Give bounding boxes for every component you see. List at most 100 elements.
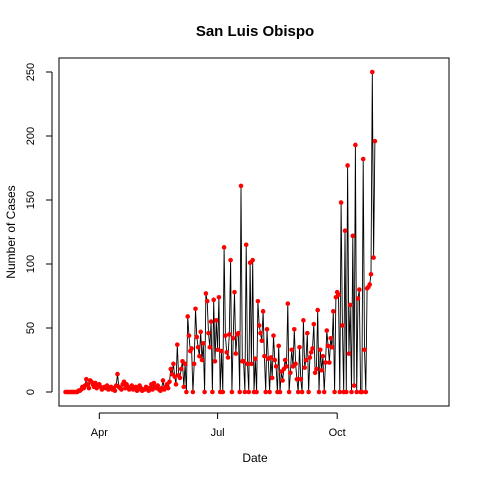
data-point (233, 351, 239, 356)
data-point (346, 351, 352, 356)
data-point (295, 389, 301, 395)
data-point (212, 358, 218, 364)
data-point (294, 376, 300, 382)
data-point (171, 361, 176, 367)
data-point (311, 321, 317, 327)
data-point (186, 333, 192, 338)
data-point (198, 329, 203, 335)
data-point (344, 389, 349, 395)
data-point (323, 360, 328, 365)
y-tick-label: 150 (25, 191, 37, 209)
data-point (359, 389, 365, 395)
data-point (236, 330, 241, 336)
data-point (206, 330, 211, 336)
data-point (268, 355, 274, 360)
data-point (289, 347, 295, 353)
data-point (315, 307, 321, 313)
data-point (262, 353, 267, 359)
data-point (299, 389, 305, 395)
data-point (328, 335, 334, 341)
data-point (255, 298, 261, 304)
data-point (229, 389, 235, 395)
data-point (303, 357, 309, 363)
y-tick-label: 100 (25, 255, 37, 273)
x-tick-label: Apr (91, 427, 108, 439)
data-point (165, 385, 171, 391)
data-point (264, 326, 270, 332)
data-point (242, 389, 248, 395)
data-point (298, 376, 304, 382)
data-point (260, 309, 266, 314)
data-point (256, 323, 262, 328)
data-point (230, 335, 236, 341)
data-point (336, 292, 341, 298)
x-tick-label: Oct (329, 427, 346, 439)
data-point (246, 389, 252, 395)
data-point (269, 375, 275, 381)
data-point (324, 328, 330, 333)
data-point (210, 389, 215, 395)
data-point (245, 361, 250, 367)
data-point (177, 375, 183, 381)
data-point (119, 387, 124, 392)
data-point (227, 332, 232, 337)
data-point (310, 346, 315, 351)
data-point (286, 389, 292, 395)
data-point (285, 301, 291, 306)
data-point (185, 314, 190, 319)
y-tick-label: 200 (25, 127, 37, 145)
data-point (182, 361, 188, 367)
data-point (215, 347, 220, 353)
x-axis: Apr Jul Oct (91, 412, 346, 439)
data-point (327, 360, 332, 365)
data-point (360, 156, 366, 162)
data-point (372, 138, 378, 144)
data-point (280, 378, 285, 383)
data-point (351, 383, 357, 388)
data-point (189, 346, 194, 351)
data-point (357, 287, 362, 292)
data-point (216, 294, 222, 300)
data-point (86, 385, 92, 391)
data-point (306, 389, 311, 395)
y-axis-label: Number of Cases (4, 185, 18, 278)
data-point (211, 297, 216, 303)
data-point (181, 384, 187, 390)
data-point (190, 389, 196, 395)
data-point (284, 364, 289, 369)
data-point (320, 353, 326, 359)
data-point (191, 361, 197, 367)
data-point (263, 389, 269, 395)
data-point (258, 330, 263, 336)
data-point (250, 257, 255, 263)
data-point (172, 374, 177, 379)
data-point (197, 353, 202, 359)
data-point (208, 319, 214, 324)
data-point (307, 355, 313, 360)
data-point (338, 200, 344, 205)
data-point (237, 389, 242, 395)
data-point (305, 330, 310, 336)
data-point (155, 383, 161, 388)
data-point (254, 389, 259, 395)
data-point (238, 183, 244, 189)
data-point (349, 389, 354, 395)
data-point (184, 389, 189, 395)
data-point (325, 343, 331, 349)
data-point (225, 355, 231, 360)
data-point (194, 334, 200, 340)
chart-title: San Luis Obispo (196, 23, 314, 40)
data-point (288, 370, 293, 376)
y-tick-label: 0 (25, 389, 37, 395)
data-point (312, 370, 318, 376)
data-point (259, 338, 265, 344)
data-point (173, 382, 179, 387)
data-point (249, 361, 254, 367)
data-point (370, 69, 375, 75)
data-point (331, 309, 336, 314)
data-point (201, 341, 206, 346)
data-point (85, 382, 90, 387)
data-point (232, 289, 237, 295)
